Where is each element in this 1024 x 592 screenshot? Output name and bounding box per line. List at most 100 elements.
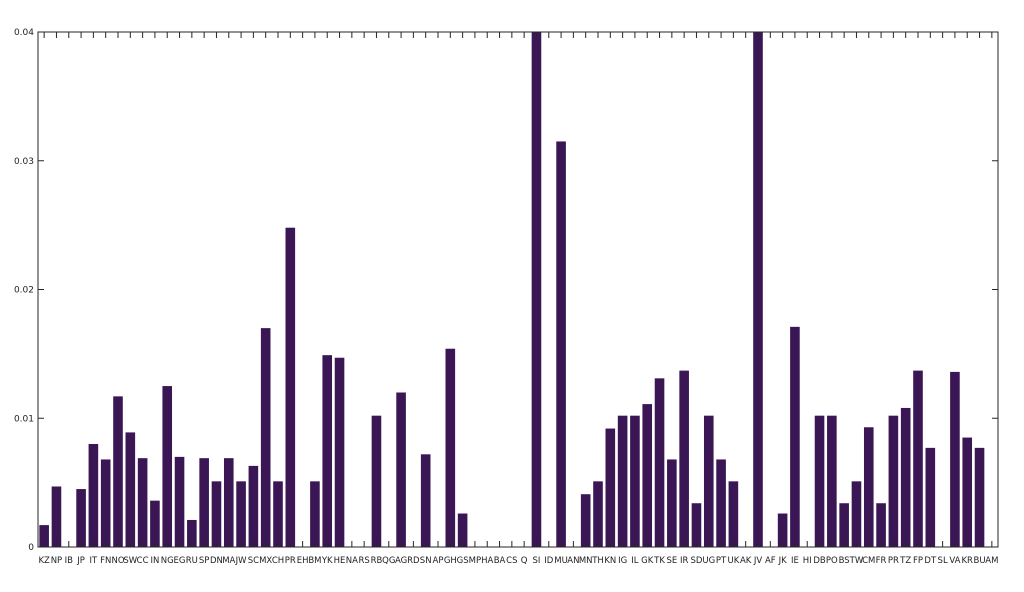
x-tick-label-39: Q <box>521 556 528 566</box>
bar-cc-8 <box>137 458 148 547</box>
bar-ug-54 <box>703 415 714 547</box>
x-tick-label-77: AM <box>985 556 998 566</box>
bar-jw-16 <box>236 481 246 547</box>
bar-he-24 <box>334 357 345 547</box>
x-tick-label-68: FR <box>876 556 887 566</box>
x-tick-label-3: JP <box>76 556 85 566</box>
bar-sn-31 <box>420 454 431 547</box>
bar-rb-27 <box>371 415 382 547</box>
bar-bm-22 <box>310 481 320 547</box>
y-tick-label-3: 0.03 <box>14 157 34 167</box>
bar-jp-3 <box>76 489 86 547</box>
x-tick-label-15: MA <box>222 556 235 566</box>
x-tick-label-11: EG <box>174 556 186 566</box>
x-tick-label-75: KR <box>961 556 973 566</box>
x-tick-label-31: SN <box>420 556 432 566</box>
x-tick-label-24: HE <box>334 556 346 566</box>
bar-bs-65 <box>839 503 849 547</box>
x-tick-label-0: KZ <box>38 556 50 566</box>
x-tick-label-28: QG <box>382 556 395 566</box>
bar-ie-61 <box>790 326 800 547</box>
x-tick-label-65: BS <box>839 556 850 566</box>
x-tick-label-66: TW <box>849 556 864 566</box>
x-tick-label-21: EH <box>297 556 309 566</box>
x-tick-label-27: RB <box>371 556 383 566</box>
bar-tw-66 <box>851 481 862 547</box>
bar-ig-47 <box>617 415 628 547</box>
x-tick-label-52: IR <box>680 556 689 566</box>
x-tick-label-56: UK <box>727 556 739 566</box>
bar-va-74 <box>950 371 960 547</box>
x-tick-label-6: NO <box>111 556 124 566</box>
x-tick-label-37: BA <box>494 556 506 566</box>
x-tick-label-59: AF <box>765 556 776 566</box>
bar-gs-34 <box>457 513 468 547</box>
x-tick-label-63: DB <box>813 556 826 566</box>
bar-it-4 <box>88 444 99 547</box>
x-tick-label-26: RS <box>358 556 369 566</box>
bar-ag-29 <box>396 392 406 547</box>
x-tick-label-41: ID <box>544 556 554 566</box>
x-tick-label-38: CS <box>506 556 517 566</box>
x-tick-label-61: IE <box>791 556 799 566</box>
x-tick-label-55: PT <box>716 556 727 566</box>
y-tick-labels: 0 0.01 0.02 0.03 0.04 <box>14 28 34 553</box>
bar-sd-53 <box>691 503 702 547</box>
axes-frame <box>37 31 999 548</box>
bar-no-6 <box>113 396 123 547</box>
x-tick-label-73: SL <box>938 556 948 566</box>
bar-si-40 <box>531 32 542 547</box>
x-tick-label-42: MU <box>554 556 568 566</box>
bar-fn-5 <box>100 459 111 547</box>
x-tick-label-60: JK <box>778 556 788 566</box>
x-tick-label-49: GK <box>641 556 654 566</box>
x-tick-label-76: BU <box>974 556 986 566</box>
bar-kr-75 <box>962 437 973 547</box>
bars-group <box>39 32 985 548</box>
x-tick-label-45: TH <box>591 556 604 566</box>
y-tick-label-2: 0.02 <box>14 286 34 296</box>
x-tick-label-13: SP <box>199 556 210 566</box>
bar-sp-13 <box>199 458 209 547</box>
x-tick-label-30: RD <box>407 556 420 566</box>
x-tick-label-51: SE <box>666 556 677 566</box>
x-tick-label-53: SD <box>690 556 702 566</box>
bar-np-1 <box>51 486 62 547</box>
bar-mx-18 <box>260 328 271 548</box>
bar-gk-49 <box>642 404 653 547</box>
x-tick-label-20: PR <box>285 556 296 566</box>
bar-yk-23 <box>322 355 333 547</box>
x-tick-label-22: BM <box>308 556 321 566</box>
bar-db-63 <box>814 415 825 547</box>
x-tick-label-50: TK <box>653 556 665 566</box>
x-tick-label-23: YK <box>321 556 333 566</box>
bar-dt-72 <box>925 447 936 547</box>
bar-ng-10 <box>162 386 173 547</box>
x-tick-label-54: UG <box>702 556 715 566</box>
bar-jk-60 <box>777 513 788 547</box>
x-tick-label-74: VA <box>949 556 960 566</box>
x-tick-label-14: DN <box>210 556 223 566</box>
bar-se-51 <box>667 459 677 547</box>
bar-ma-15 <box>223 458 234 547</box>
x-tick-label-1: NP <box>51 556 62 566</box>
bar-tz-70 <box>900 407 911 547</box>
x-tick-label-40: SI <box>533 556 541 566</box>
x-tick-label-5: FN <box>100 556 111 566</box>
bar-eg-11 <box>174 456 185 548</box>
y-tick-label-1: 0.01 <box>14 414 34 424</box>
bar-ir-52 <box>679 370 689 547</box>
bar-sw-7 <box>125 432 136 547</box>
bar-tk-50 <box>654 378 665 547</box>
bar-in-9 <box>150 500 160 547</box>
x-tick-label-16: JW <box>235 556 248 566</box>
x-tick-label-32: AP <box>433 556 444 566</box>
x-tick-label-72: DT <box>924 556 937 566</box>
bar-fr-68 <box>876 503 886 547</box>
bar-kz-0 <box>39 525 49 547</box>
x-tick-label-12: RU <box>186 556 198 566</box>
bar-uk-56 <box>728 481 739 547</box>
bar-ch-19 <box>273 481 283 547</box>
